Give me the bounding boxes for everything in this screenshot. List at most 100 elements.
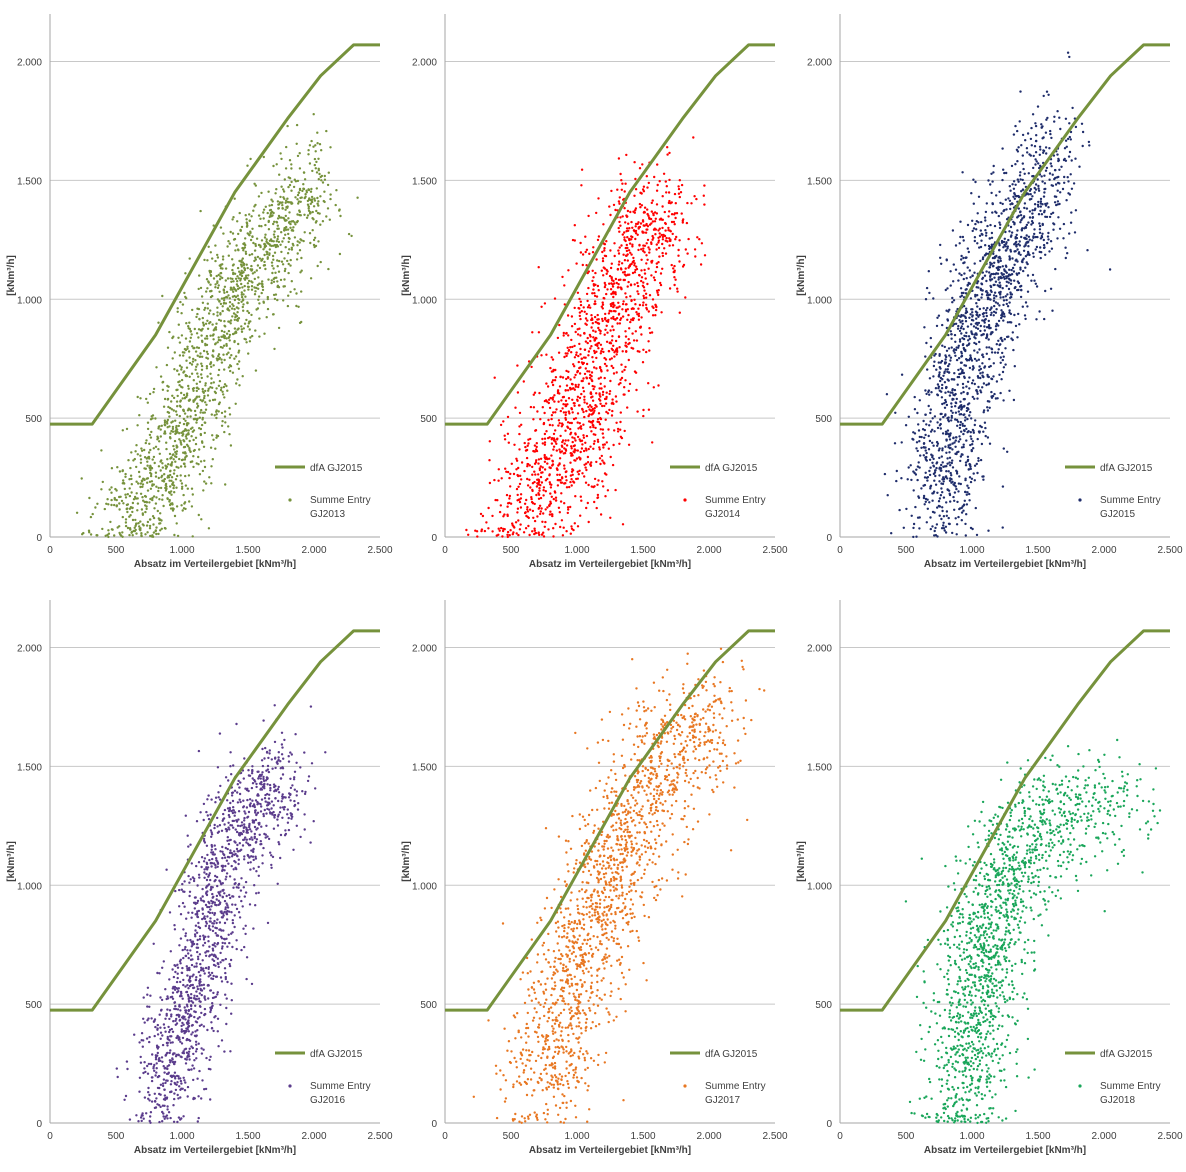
scatter-point (529, 405, 533, 409)
scatter-point (647, 340, 650, 343)
scatter-point (630, 238, 633, 241)
scatter-point (608, 390, 612, 393)
scatter-point (1014, 195, 1018, 198)
scatter-point (580, 357, 583, 360)
scatter-point (185, 394, 189, 397)
scatter-point (656, 291, 659, 294)
scatter-point (201, 441, 204, 444)
scatter-point (549, 486, 553, 489)
scatter-point (595, 367, 598, 370)
scatter-point (929, 420, 932, 423)
scatter-point (972, 366, 975, 370)
scatter-point (217, 353, 221, 356)
scatter-point (586, 341, 589, 345)
scatter-point (541, 520, 544, 523)
scatter-point (966, 223, 970, 227)
scatter-point (657, 293, 660, 297)
scatter-point (237, 342, 240, 346)
scatter-point (200, 364, 204, 368)
scatter-point (1033, 203, 1037, 206)
scatter-point (607, 318, 610, 322)
scatter-point (266, 211, 269, 215)
scatter-point (567, 439, 570, 442)
scatter-point (589, 339, 592, 343)
scatter-point (638, 274, 641, 277)
scatter-point (543, 456, 546, 459)
scatter-point (575, 262, 578, 265)
scatter-point (152, 455, 156, 459)
scatter-point (625, 153, 628, 157)
scatter-point (148, 442, 151, 445)
scatter-point (597, 322, 600, 325)
scatter-point (211, 323, 214, 326)
scatter-point (255, 237, 259, 240)
scatter-point (1034, 207, 1037, 210)
scatter-point (216, 298, 220, 301)
scatter-point (286, 124, 289, 128)
scatter-point (302, 187, 306, 191)
scatter-point (973, 397, 976, 400)
scatter-point (979, 324, 982, 328)
scatter-point (514, 521, 518, 524)
scatter-point (511, 524, 514, 527)
scatter-point (1024, 139, 1027, 142)
scatter-point (130, 483, 133, 486)
scatter-point (621, 350, 624, 353)
scatter-point (554, 499, 558, 502)
scatter-point (229, 286, 233, 289)
scatter-point (625, 227, 629, 230)
scatter-point (1059, 127, 1062, 131)
scatter-point (634, 207, 638, 210)
scatter-point (960, 392, 963, 395)
scatter-point (597, 347, 600, 350)
scatter-point (241, 299, 245, 302)
scatter-point (570, 351, 573, 354)
scatter-point (214, 447, 217, 450)
scatter-point (945, 451, 948, 454)
scatter-point (1014, 124, 1017, 128)
scatter-point (229, 277, 232, 280)
scatter-point (581, 386, 585, 389)
scatter-point (640, 258, 643, 261)
scatter-point (1026, 250, 1030, 254)
scatter-point (180, 443, 183, 446)
scatter-point (677, 192, 681, 195)
scatter-point (675, 235, 678, 239)
scatter-point (883, 472, 887, 476)
scatter-point (279, 278, 283, 282)
scatter-point (534, 531, 537, 535)
scatter-point (226, 245, 229, 248)
scatter-point (126, 503, 130, 506)
scatter-point (286, 197, 289, 200)
scatter-point (1001, 358, 1004, 362)
scatter-point (588, 376, 592, 380)
scatter-point (266, 241, 269, 245)
scatter-point (544, 490, 547, 493)
legend-label: Summe Entry (310, 495, 371, 506)
scatter-point (1066, 137, 1070, 141)
scatter-point (624, 182, 627, 185)
scatter-point (593, 294, 597, 298)
scatter-point (296, 198, 299, 201)
scatter-point (1050, 165, 1053, 168)
scatter-point (642, 231, 645, 234)
scatter-point (530, 500, 534, 504)
scatter-point (154, 417, 157, 420)
scatter-point (164, 482, 168, 486)
scatter-point (257, 276, 260, 279)
scatter-point (158, 452, 161, 455)
scatter-point (662, 172, 666, 175)
scatter-point (975, 342, 978, 346)
scatter-point (900, 441, 903, 444)
scatter-point (649, 331, 652, 335)
scatter-point (642, 294, 645, 298)
scatter-point (496, 499, 499, 502)
scatter-point (598, 446, 601, 449)
scatter-point (222, 299, 226, 302)
scatter-point (582, 377, 585, 380)
scatter-point (204, 389, 207, 393)
scatter-point (650, 241, 653, 244)
scatter-point (947, 379, 950, 382)
scatter-point (216, 286, 220, 290)
scatter-point (964, 534, 967, 537)
